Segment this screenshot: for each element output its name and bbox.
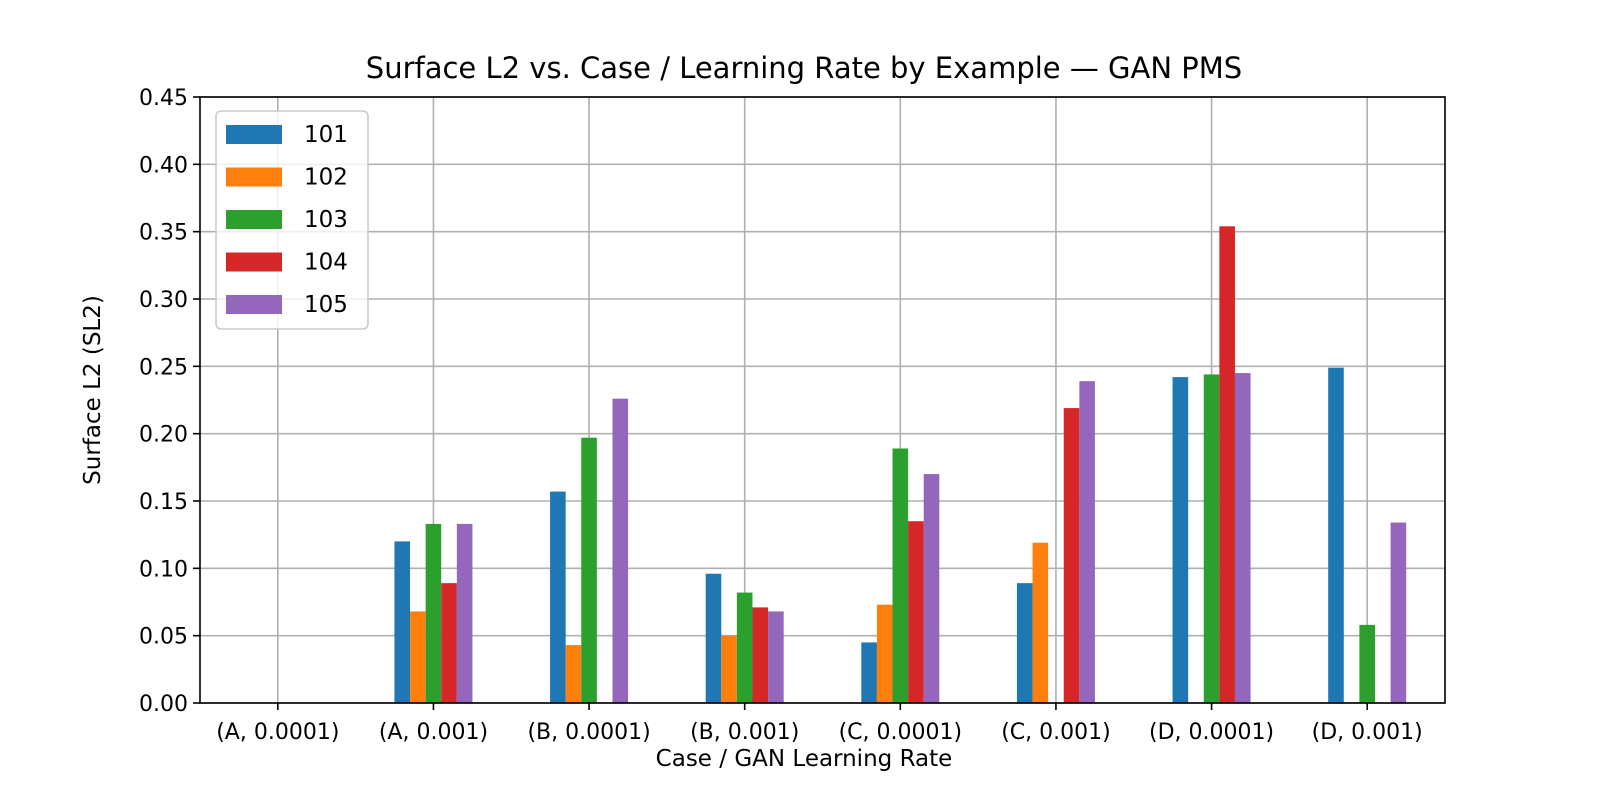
bar-101-6 (1172, 377, 1189, 703)
y-axis-label: Surface L2 (SL2) (80, 295, 106, 485)
legend-label-105: 105 (304, 292, 348, 318)
bars (394, 226, 1407, 703)
legend: 101 102 103 104 105 (215, 110, 369, 330)
y-tick-label: 0.20 (139, 423, 188, 448)
bar-105-2 (612, 398, 629, 703)
bar-101-3 (705, 573, 722, 703)
bar-105-3 (768, 611, 784, 703)
bar-103-4 (892, 448, 909, 703)
legend-box (215, 110, 369, 330)
y-tick-label: 0.05 (139, 625, 188, 650)
x-tick-label: (B, 0.001) (690, 720, 799, 745)
bar-102-2 (565, 645, 582, 703)
y-tick-label: 0.10 (139, 557, 188, 582)
y-tick-label: 0.25 (139, 355, 188, 380)
bar-103-2 (581, 437, 597, 703)
legend-label-104: 104 (304, 250, 348, 276)
bar-105-5 (1079, 381, 1095, 703)
legend-swatch-103 (226, 210, 282, 229)
bar-101-1 (394, 541, 411, 703)
bar-104-4 (908, 521, 924, 703)
y-tick-label: 0.15 (139, 490, 188, 515)
bar-101-4 (861, 642, 877, 703)
legend-label-103: 103 (304, 207, 348, 233)
bar-103-7 (1359, 624, 1375, 703)
bar-103-1 (425, 523, 442, 703)
y-tick-label: 0.45 (139, 86, 188, 111)
bar-102-3 (721, 635, 737, 703)
x-tick-label: (B, 0.0001) (527, 720, 650, 745)
bar-103-6 (1203, 374, 1220, 703)
bar-104-3 (752, 607, 769, 703)
grid-lines (200, 96, 1445, 704)
x-tick-label: (D, 0.0001) (1149, 720, 1274, 745)
x-tick-label: (C, 0.0001) (839, 720, 963, 745)
y-tick-label: 0.00 (139, 692, 188, 717)
bar-104-5 (1063, 408, 1080, 703)
bar-104-6 (1219, 226, 1235, 703)
axis-ticks: 0.00 0.05 0.10 0.15 0.20 0.25 0.30 0.35 0.40 0.45… (139, 86, 1423, 745)
bar-101-5 (1016, 583, 1033, 703)
bar-102-1 (410, 611, 426, 703)
bar-102-5 (1032, 542, 1049, 703)
bar-105-1 (456, 523, 473, 703)
bar-101-2 (550, 491, 566, 703)
legend-swatch-101 (226, 125, 282, 144)
legend-label-102: 102 (304, 165, 348, 191)
x-tick-label: (A, 0.0001) (216, 720, 339, 745)
bar-105-4 (923, 474, 940, 703)
bar-101-7 (1328, 367, 1344, 703)
legend-swatch-102 (226, 167, 282, 187)
bar-102-4 (876, 604, 893, 703)
legend-swatch-105 (226, 295, 282, 314)
y-tick-label: 0.30 (139, 288, 188, 313)
legend-swatch-104 (226, 252, 282, 272)
legend-label-101: 101 (304, 122, 348, 148)
x-tick-label: (C, 0.001) (1001, 720, 1111, 745)
bar-105-6 (1234, 373, 1251, 703)
x-tick-label: (D, 0.001) (1312, 720, 1423, 745)
x-axis-label: Case / GAN Learning Rate (656, 746, 953, 772)
chart-title: Surface L2 vs. Case / Learning Rate by E… (366, 51, 1242, 85)
bar-104-1 (441, 583, 457, 703)
x-tick-label: (A, 0.001) (379, 720, 488, 745)
bar-103-3 (736, 592, 753, 703)
plot-frame (199, 96, 1446, 704)
y-tick-label: 0.40 (139, 153, 188, 178)
bar-105-7 (1390, 522, 1407, 703)
y-tick-label: 0.35 (139, 221, 188, 246)
